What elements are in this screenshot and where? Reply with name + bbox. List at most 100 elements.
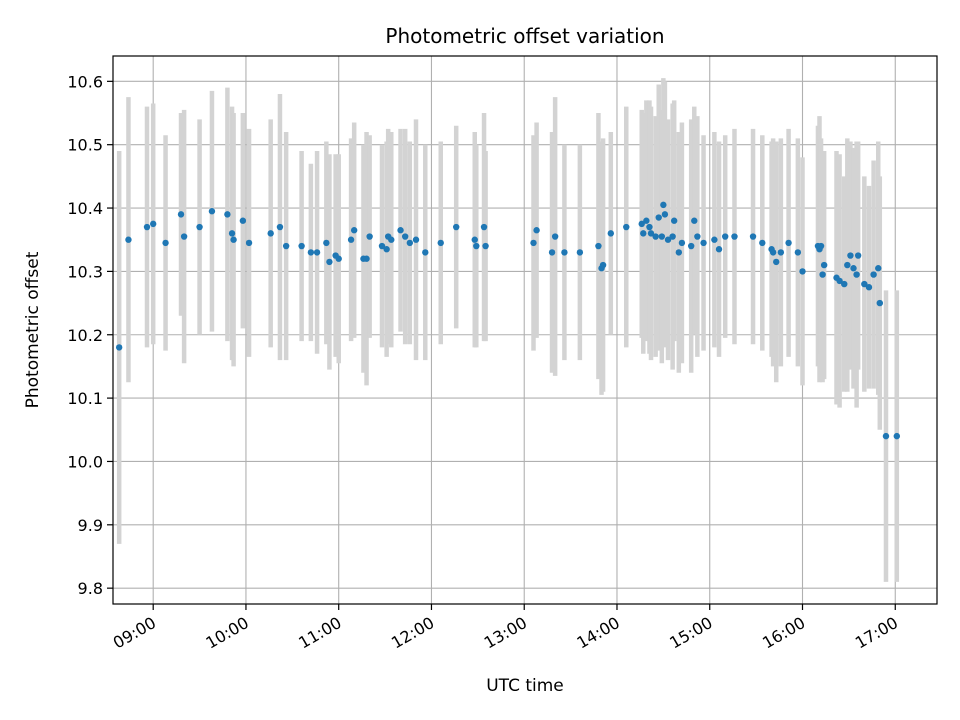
data-point [307,249,315,256]
data-point [313,249,321,256]
data-point [422,249,429,256]
data-point [607,230,615,237]
data-point [406,239,414,247]
y-tick-label: 10.2 [67,326,103,345]
data-point [224,211,231,218]
data-point [875,265,882,272]
y-axis-ticks: 9.8 9.9 10.0 10.1 10.2 10.3 10.4 10.5 10.6 [67,72,113,598]
y-axis-label: Photometric offset [23,251,43,408]
data-point [759,239,766,247]
data-point [700,239,707,247]
data-point [276,223,284,231]
data-point [769,249,777,256]
data-point [844,261,851,269]
data-point [115,344,123,351]
data-point [722,233,729,240]
data-point [177,211,185,218]
data-point [655,214,662,221]
y-tick-label: 9.9 [78,516,103,535]
data-point [660,201,667,209]
data-point [661,211,669,218]
data-point [687,242,695,250]
data-point [530,239,537,247]
data-point [335,255,342,262]
data-point [363,255,370,262]
data-point [388,236,395,243]
data-point [694,233,701,240]
y-tick-label: 10.3 [67,262,103,281]
data-point [669,233,676,240]
data-point [647,230,655,237]
data-point [267,230,274,237]
grid-lines [113,56,937,604]
data-point [383,246,390,253]
data-point [228,230,236,237]
data-point [230,236,237,243]
y-tick-label: 9.8 [78,579,103,598]
data-point [533,227,540,234]
y-tick-label: 10.5 [67,136,103,155]
data-point [652,233,659,240]
data-point [643,217,650,224]
data-point [323,239,330,247]
data-point [870,271,877,278]
data-point [453,223,460,231]
data-point [646,223,653,231]
data-point [777,249,785,256]
data-point [640,230,647,237]
data-point [664,236,672,243]
data-point [551,233,559,240]
data-point [817,242,825,250]
data-point [298,242,305,250]
data-point [378,242,386,250]
data-point [836,277,843,285]
data-points [115,201,901,440]
data-point [576,249,584,256]
data-point [401,233,409,240]
data-point [773,258,780,266]
data-point [326,258,333,266]
data-point [820,261,828,269]
plot-frame [112,55,938,605]
y-tick-label: 10.0 [67,452,103,471]
data-point [893,432,901,440]
data-point [143,223,151,231]
data-point [850,265,857,272]
data-point [638,220,645,228]
data-point [245,239,253,247]
data-point [731,233,738,240]
data-point [876,299,883,307]
data-point [715,246,723,253]
data-point [282,242,290,250]
data-point [180,233,188,240]
data-point [239,217,247,224]
data-point [482,242,489,250]
data-point [670,217,678,224]
data-point [125,236,132,243]
data-point [412,236,420,243]
data-point [678,239,686,247]
x-axis-label: UTC time [486,676,564,696]
data-point [397,227,404,234]
data-point [865,284,873,291]
data-point [711,236,718,243]
data-point [437,239,444,247]
data-point [548,249,556,256]
data-point [350,227,358,234]
data-point [149,220,157,228]
data-point [847,252,854,259]
data-point [196,223,203,231]
data-point [208,208,216,215]
y-tick-label: 10.6 [67,72,103,91]
data-point [471,236,478,243]
data-point [561,249,568,256]
data-point [854,252,862,259]
data-point [347,236,355,243]
y-tick-label: 10.4 [67,199,103,218]
data-point [799,268,806,275]
data-point [623,223,630,231]
data-point [794,249,802,256]
data-point [882,432,890,440]
data-point [853,271,860,278]
